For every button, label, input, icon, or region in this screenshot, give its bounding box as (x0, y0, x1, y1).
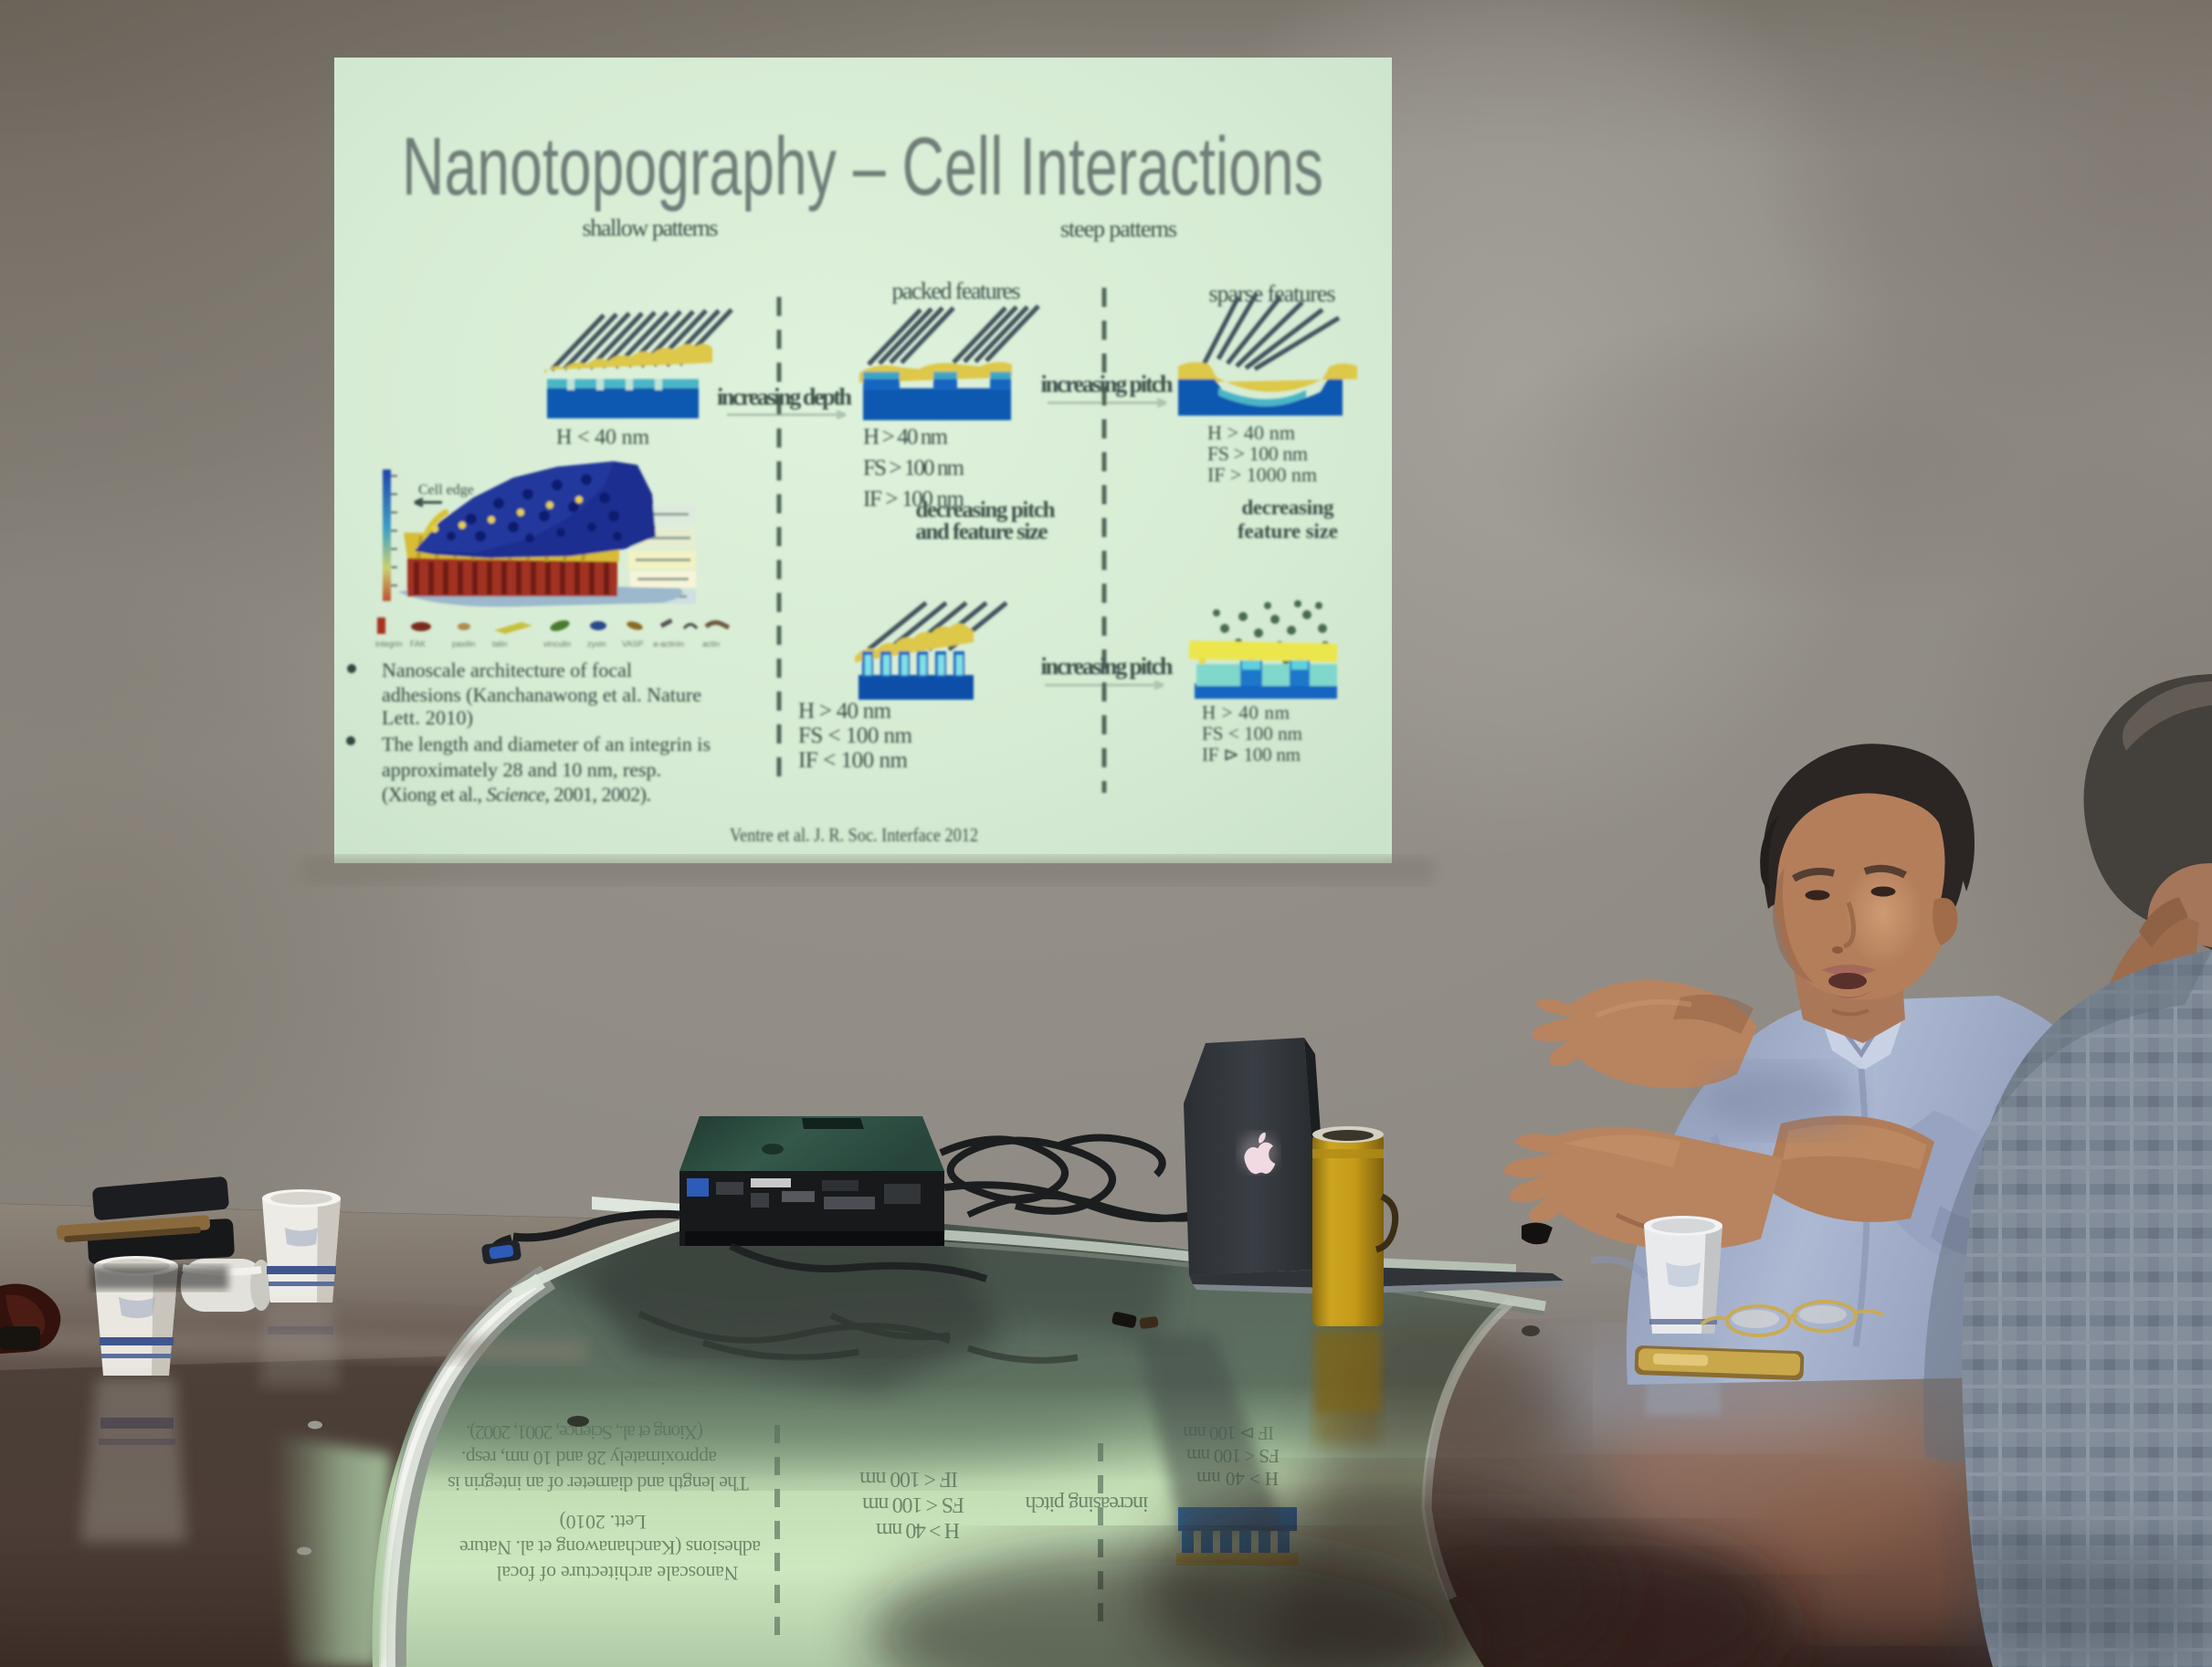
svg-text:Lett. 2010): Lett. 2010) (382, 706, 473, 729)
svg-text:sparse features: sparse features (1209, 280, 1336, 307)
svg-text:H > 40 nm: H > 40 nm (798, 699, 892, 723)
svg-text:vinculin: vinculin (543, 639, 571, 649)
svg-text:IF ⊳ 100 nm: IF ⊳ 100 nm (1202, 744, 1301, 765)
svg-text:H > 40 nm: H > 40 nm (1202, 702, 1290, 723)
svg-text:packed features: packed features (892, 278, 1021, 304)
svg-text:IF < 100 nm: IF < 100 nm (798, 748, 909, 773)
svg-text:increasing depth: increasing depth (717, 384, 853, 410)
svg-text:IF > 1000 nm: IF > 1000 nm (1207, 463, 1317, 486)
svg-text:decreasing pitch: decreasing pitch (916, 498, 1056, 522)
svg-text:paxilin: paxilin (452, 639, 476, 649)
svg-text:and feature size: and feature size (916, 520, 1048, 544)
svg-text:zyxin: zyxin (587, 639, 606, 649)
svg-text:a-actinin: a-actinin (653, 639, 684, 649)
svg-text:FS < 100 nm: FS < 100 nm (798, 723, 913, 748)
svg-text:shallow patterns: shallow patterns (583, 215, 719, 241)
svg-text:H > 40 nm: H > 40 nm (876, 1518, 960, 1542)
svg-text:Nanotopography – Cell Interact: Nanotopography – Cell Interactions (402, 121, 1323, 213)
svg-text:approximately 28 and 10 nm, re: approximately 28 and 10 nm, resp. (382, 758, 661, 781)
svg-text:steep patterns: steep patterns (1060, 216, 1177, 242)
svg-text:feature size: feature size (1238, 520, 1338, 543)
svg-text:talin: talin (492, 639, 508, 649)
svg-text:FS > 100 nm: FS > 100 nm (863, 456, 965, 480)
svg-text:Nanoscale architecture of foca: Nanoscale architecture of focal (497, 1562, 739, 1585)
svg-text:Cell edge: Cell edge (418, 482, 474, 498)
svg-text:FS > 100 nm: FS > 100 nm (1207, 442, 1308, 465)
svg-text:Ventre et al. J. R. Soc. Inter: Ventre et al. J. R. Soc. Interface 2012 (730, 824, 978, 846)
svg-text:Nanoscale architecture of foca: Nanoscale architecture of focal (382, 659, 632, 681)
svg-text:adhesions (Kanchanawong et al.: adhesions (Kanchanawong et al. Nature (382, 683, 701, 706)
svg-text:The length and diameter of an: The length and diameter of an integrin i… (382, 733, 711, 755)
svg-text:integrin: integrin (375, 639, 403, 649)
svg-text:FS < 100 nm: FS < 100 nm (1202, 723, 1302, 744)
svg-text:Lett. 2010): Lett. 2010) (560, 1511, 647, 1534)
svg-text:H > 40 nm: H > 40 nm (1207, 421, 1295, 444)
svg-text:FAK: FAK (410, 639, 426, 649)
svg-text:adhesions (Kanchanawong et al.: adhesions (Kanchanawong et al. Nature (459, 1536, 761, 1559)
svg-text:H < 40 nm: H < 40 nm (556, 426, 649, 449)
svg-text:VASP: VASP (622, 639, 643, 649)
svg-text:increasing pitch: increasing pitch (1041, 653, 1174, 680)
svg-text:increasing pitch: increasing pitch (1041, 371, 1174, 397)
svg-text:FS < 100 nm: FS < 100 nm (862, 1493, 964, 1516)
svg-text:increasing pitch: increasing pitch (1026, 1492, 1149, 1515)
svg-text:IF > 100 nm: IF > 100 nm (863, 487, 965, 512)
svg-text:actin: actin (702, 639, 720, 649)
svg-text:(Xiong et al., Science, 2001,: (Xiong et al., Science, 2001, 2002). (382, 783, 651, 806)
svg-text:H > 40 nm: H > 40 nm (863, 425, 949, 449)
svg-text:decreasing: decreasing (1242, 496, 1335, 519)
